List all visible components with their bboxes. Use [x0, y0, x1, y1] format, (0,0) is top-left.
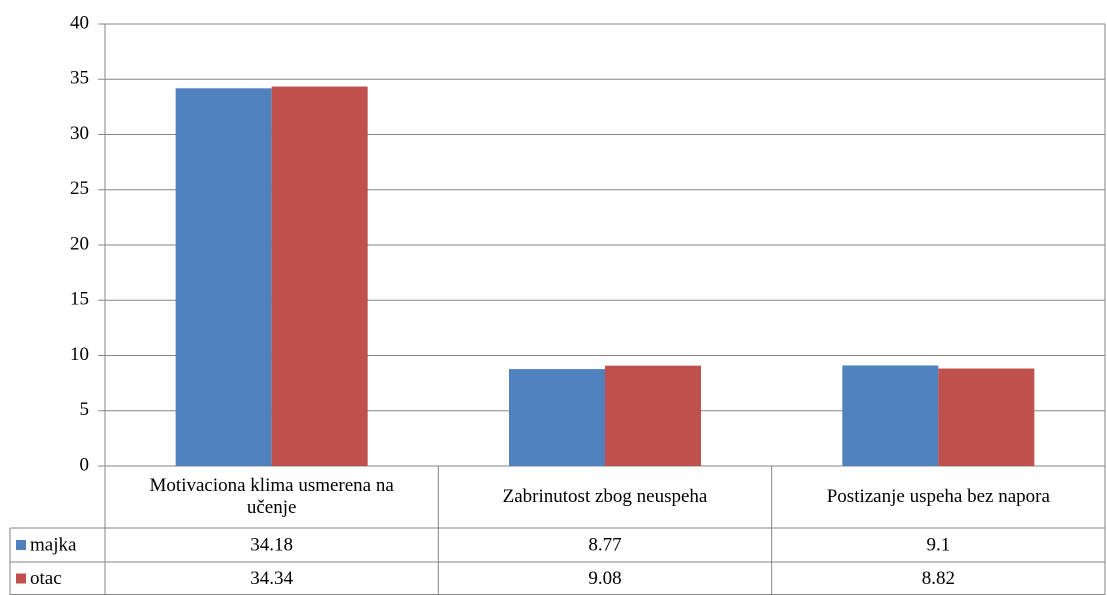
- y-tick-label: 40: [70, 12, 89, 33]
- bar: [605, 365, 701, 466]
- legend-key: [16, 540, 26, 550]
- table-value: 9.1: [926, 534, 950, 555]
- table-value: 34.18: [250, 534, 293, 555]
- legend-label: majka: [30, 534, 77, 555]
- y-tick-label: 10: [70, 344, 89, 365]
- bar: [938, 368, 1035, 466]
- bar: [842, 365, 939, 466]
- table-value: 8.82: [922, 568, 955, 589]
- y-tick-label: 20: [70, 233, 89, 254]
- x-tick-label: Postizanje uspeha bez napora: [826, 486, 1050, 507]
- table-value: 34.34: [250, 568, 293, 589]
- legend-label: otac: [30, 568, 62, 589]
- y-tick-label: 35: [70, 68, 89, 89]
- y-tick-label: 5: [80, 399, 90, 420]
- table-value: 9.08: [588, 568, 621, 589]
- legend-key: [16, 573, 26, 584]
- bar: [271, 86, 368, 466]
- y-tick-label: 25: [70, 178, 89, 199]
- y-tick-label: 15: [70, 289, 89, 310]
- category-cell: Zabrinutost zbog neuspeha: [502, 486, 708, 507]
- x-tick-label: Zabrinutost zbog neuspeha: [502, 486, 708, 507]
- category-cell: Postizanje uspeha bez napora: [826, 486, 1050, 507]
- table-value: 8.77: [588, 534, 621, 555]
- bar: [509, 369, 605, 466]
- y-tick-label: 0: [80, 454, 90, 475]
- category-cell: Motivaciona klima usmerena na učenje: [149, 475, 394, 518]
- bar: [175, 88, 272, 466]
- x-tick-label: Motivaciona klima usmerena na učenje: [149, 475, 394, 518]
- y-tick-label: 30: [70, 123, 89, 144]
